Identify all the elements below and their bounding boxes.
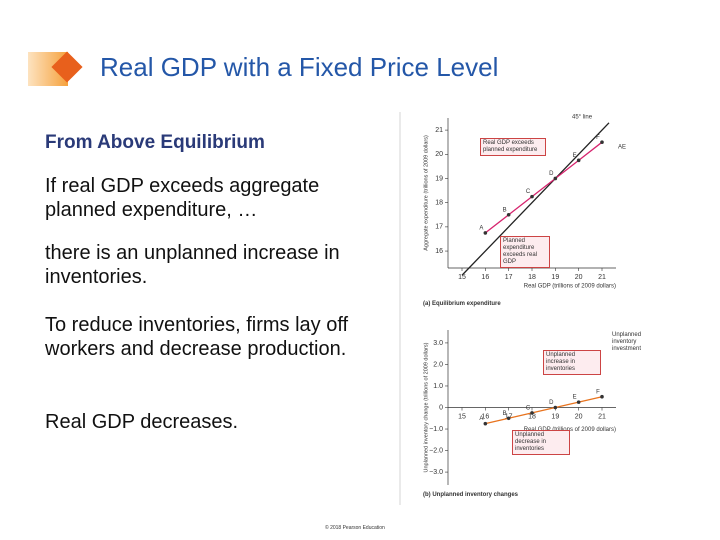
- series-line: [485, 396, 603, 425]
- point-label: B: [503, 207, 507, 213]
- x-tick-label: 21: [598, 274, 606, 281]
- x-tick-label: 16: [481, 274, 489, 281]
- slide-title: Real GDP with a Fixed Price Level: [100, 52, 499, 82]
- x-tick-label: 18: [528, 274, 536, 281]
- point: [600, 394, 604, 399]
- y-tick-label: 2.0: [433, 361, 443, 368]
- point: [483, 421, 488, 426]
- y-tick-label: 0: [439, 404, 443, 411]
- series-line: [484, 141, 603, 234]
- y-axis-title: Unplanned inventory change (trillions of…: [423, 342, 429, 472]
- point: [553, 405, 558, 410]
- x-tick-label: 19: [551, 413, 559, 420]
- x-tick-label: 20: [575, 413, 583, 420]
- point-label: F: [596, 389, 600, 395]
- x-axis-title: Real GDP (trillions of 2009 dollars): [524, 284, 616, 290]
- point: [530, 194, 534, 199]
- annotation: Planned expenditure exceeds real GDP: [500, 236, 550, 268]
- chart-caption: (a) Equilibrium expenditure: [423, 301, 501, 307]
- point: [553, 176, 558, 181]
- y-tick-label: −1.0: [429, 426, 443, 433]
- y-tick-label: −2.0: [429, 447, 443, 454]
- point-label: F: [596, 135, 600, 141]
- point: [506, 416, 511, 421]
- series-label: 45° line: [572, 115, 593, 121]
- y-tick-label: −3.0: [429, 469, 443, 476]
- annotation: Real GDP exceeds planned expenditure: [480, 138, 546, 156]
- paragraph: To reduce inventories, firms lay off wor…: [45, 314, 349, 360]
- x-tick-label: 19: [551, 274, 559, 281]
- chart-caption: (b) Unplanned inventory changes: [423, 492, 519, 498]
- x-tick-label: 16: [481, 413, 489, 420]
- point-label: B: [503, 411, 507, 417]
- annotation: Unplanned decrease in inventories: [512, 430, 570, 455]
- series-label: AE: [618, 145, 626, 151]
- point-label: D: [549, 171, 554, 177]
- y-tick-label: 21: [435, 127, 443, 134]
- paragraph: there is an unplanned increase in invent…: [45, 242, 340, 288]
- annotation: Unplanned increase in inventories: [543, 350, 601, 375]
- point: [530, 411, 534, 415]
- point: [576, 158, 581, 163]
- y-tick-label: 16: [435, 248, 443, 255]
- footer: © 2018 Pearson Education: [325, 525, 385, 531]
- y-tick-label: 1.0: [433, 383, 443, 390]
- annotation: Unplanned inventory investment: [612, 332, 642, 352]
- x-tick-label: 15: [458, 413, 466, 420]
- y-axis-title: Aggregate expenditure (trillions of 2009…: [423, 135, 429, 251]
- point-label: C: [526, 405, 531, 411]
- point: [576, 400, 581, 404]
- heading: From Above Equilibrium: [45, 132, 265, 153]
- paragraph: If real GDP exceeds aggregate planned ex…: [45, 175, 320, 221]
- y-tick-label: 17: [435, 224, 443, 231]
- paragraph: Real GDP decreases.: [45, 411, 239, 433]
- point-label: D: [549, 400, 554, 406]
- point-label: C: [526, 189, 531, 195]
- x-tick-label: 18: [528, 413, 536, 420]
- point: [506, 212, 511, 217]
- y-tick-label: 20: [435, 151, 443, 158]
- x-tick-label: 21: [598, 413, 606, 420]
- point-label: A: [479, 225, 483, 231]
- x-tick-label: 20: [575, 274, 583, 281]
- y-tick-label: 19: [435, 175, 443, 182]
- x-tick-label: 15: [458, 274, 466, 281]
- y-tick-label: 18: [435, 200, 443, 207]
- y-tick-label: 3.0: [433, 340, 443, 347]
- point: [600, 140, 604, 144]
- series-line: [461, 122, 610, 276]
- point-label: A: [479, 416, 483, 422]
- point: [483, 231, 488, 235]
- point-label: E: [573, 395, 577, 401]
- point-label: E: [573, 153, 577, 159]
- x-tick-label: 17: [505, 274, 513, 281]
